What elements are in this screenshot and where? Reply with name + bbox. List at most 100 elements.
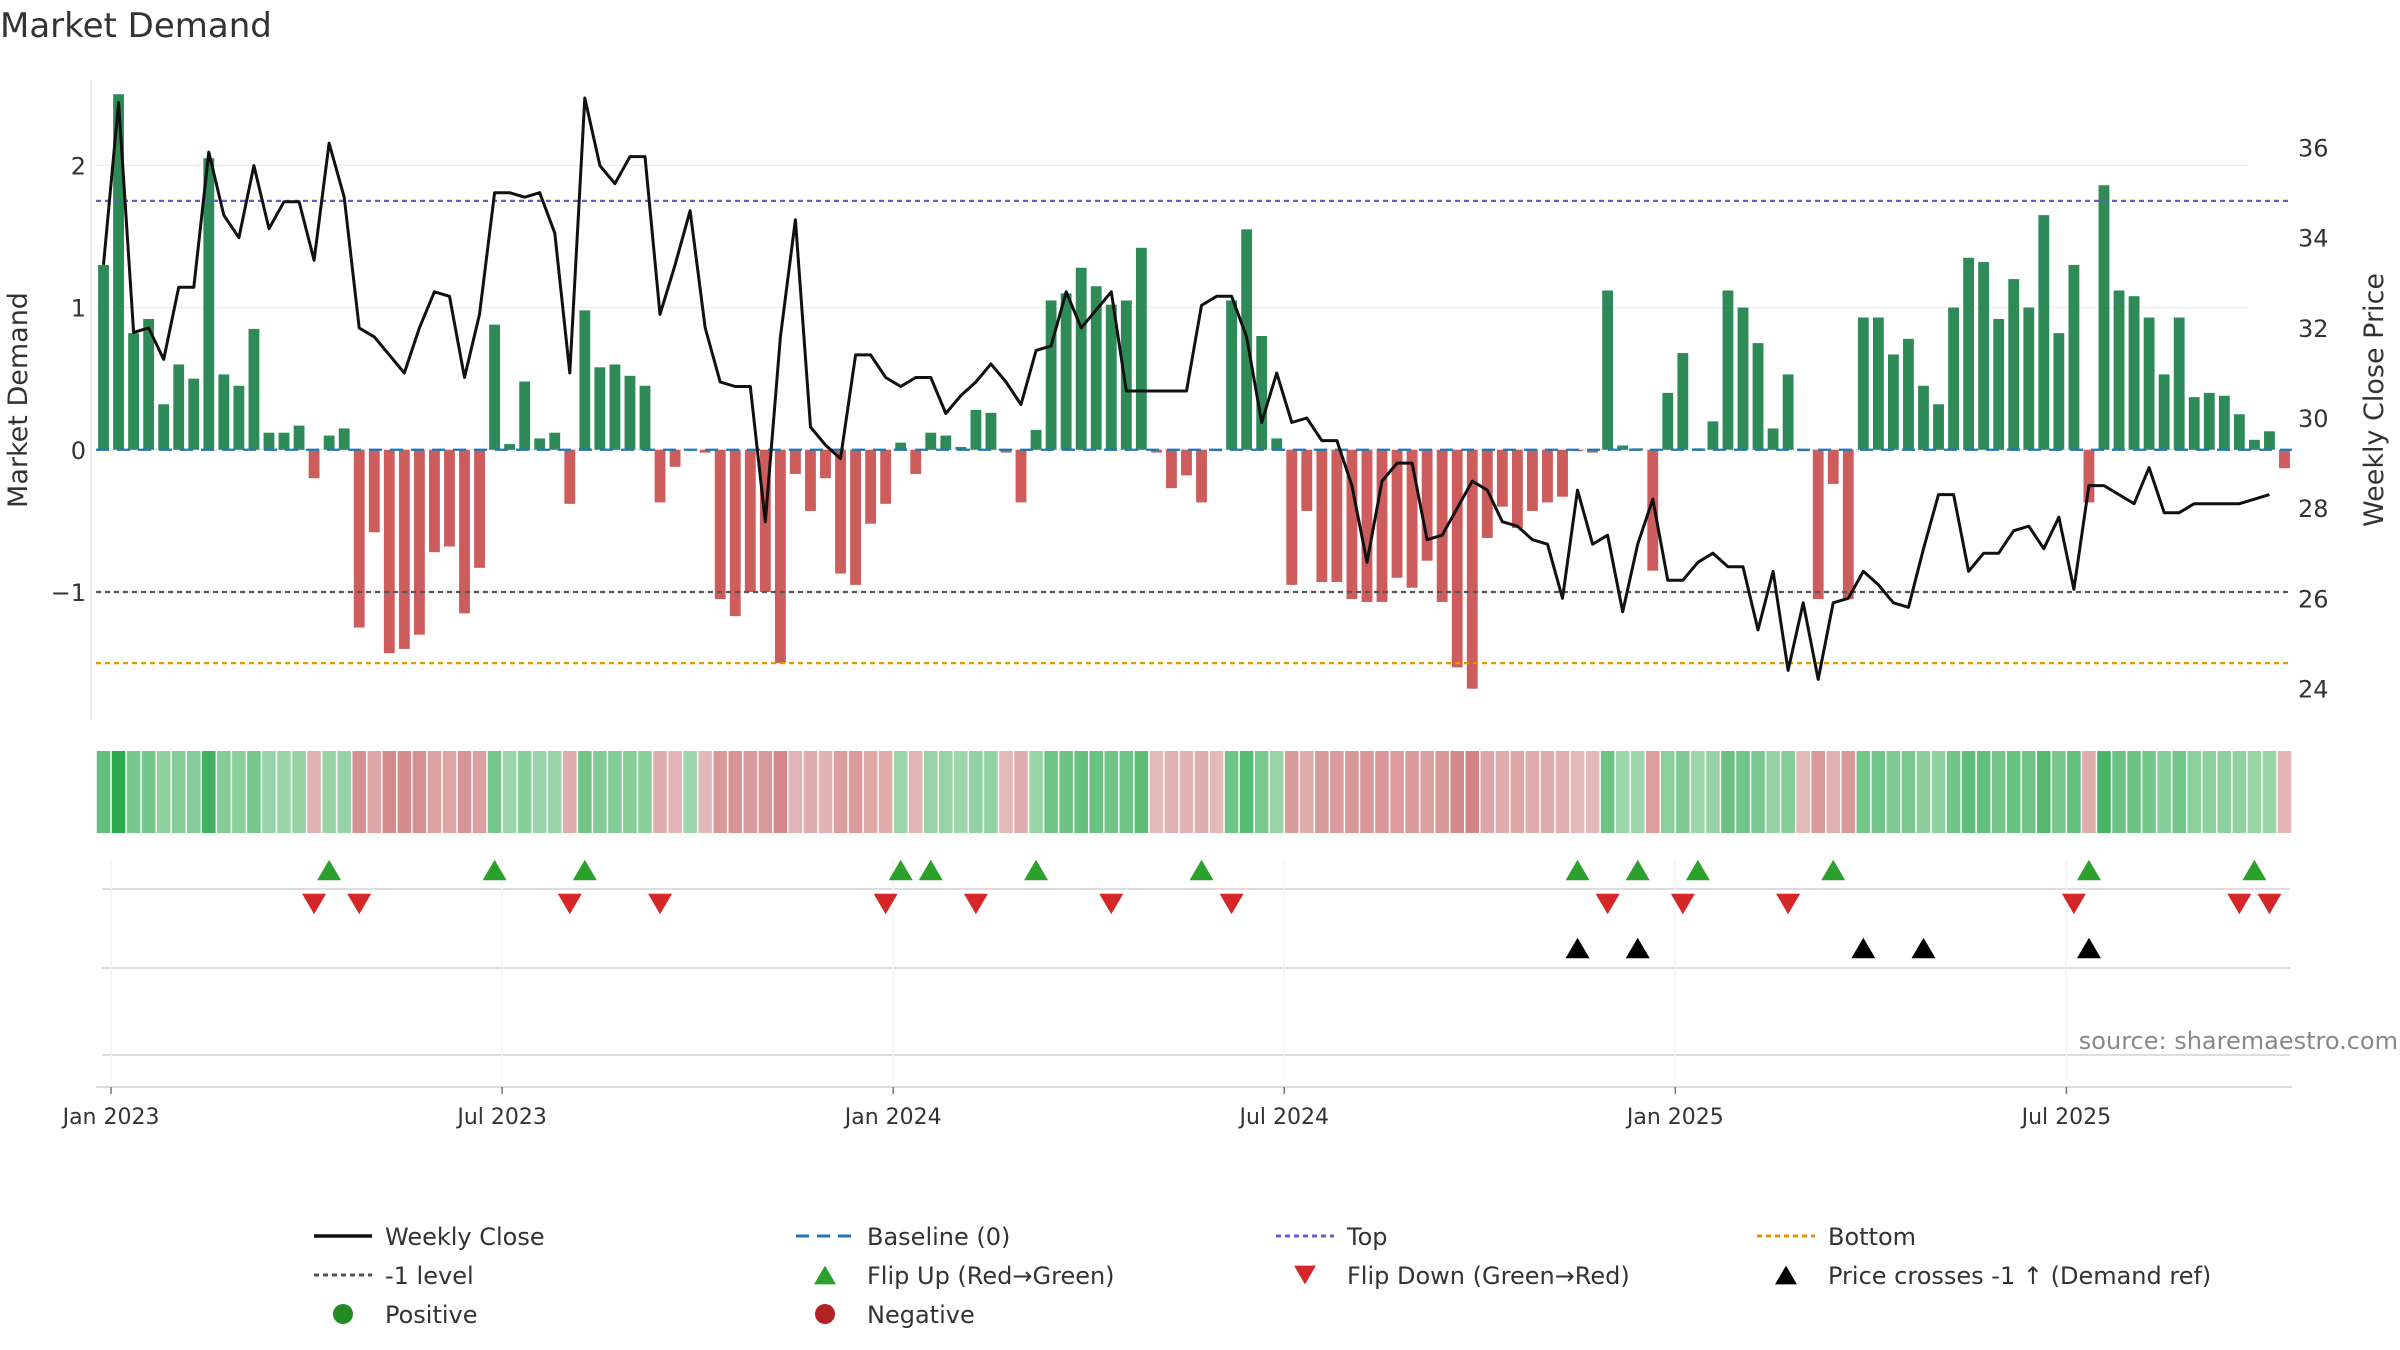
demand-bar-positive — [519, 381, 531, 450]
demand-bar-negative — [1286, 449, 1298, 585]
heat-strip-cell — [668, 751, 682, 833]
demand-bar-positive — [1662, 392, 1674, 450]
demand-bar-positive — [955, 446, 967, 450]
flip-up-marker — [918, 859, 943, 881]
heat-strip-cell — [1330, 751, 1344, 833]
demand-bar-positive — [2218, 395, 2230, 450]
demand-bar-positive — [188, 378, 200, 450]
heat-strip-cell — [2006, 751, 2021, 833]
demand-bar-negative — [429, 449, 440, 553]
demand-bar-negative — [2083, 449, 2095, 503]
legend-positive-label: Positive — [385, 1301, 478, 1329]
heat-strip-cell — [2202, 751, 2217, 833]
heat-strip-cell — [2277, 751, 2292, 833]
heat-strip-cell — [1615, 751, 1630, 833]
demand-bar-negative — [1481, 449, 1493, 538]
flip-up-marker — [1565, 859, 1590, 881]
demand-bar-negative — [835, 449, 846, 574]
demand-bar-negative — [459, 449, 470, 614]
demand-bar-negative — [1496, 449, 1508, 507]
heat-strip-cell — [1961, 751, 1976, 833]
heat-strip-cell — [1585, 751, 1600, 833]
demand-bar-negative — [1527, 449, 1538, 511]
demand-bar-positive — [2053, 333, 2065, 450]
heat-strip-cell — [593, 751, 607, 833]
demand-bar-positive — [278, 432, 290, 450]
demand-bar-positive — [2113, 290, 2125, 450]
demand-bar-positive — [143, 318, 155, 450]
heat-strip-cell — [292, 751, 306, 833]
demand-bar-negative — [383, 449, 395, 654]
demand-bar-positive — [1226, 300, 1238, 450]
demand-bar-negative — [1421, 449, 1433, 561]
heat-strip-cell — [2142, 751, 2156, 833]
demand-bar-positive — [1933, 404, 1944, 450]
heat-strip-cell — [1044, 751, 1058, 833]
heat-strip-cell — [2082, 751, 2096, 833]
demand-bar-positive — [1767, 428, 1779, 450]
heat-strip-cell — [1089, 751, 1104, 833]
demand-bar-positive — [489, 324, 501, 450]
heat-strip-cell — [427, 751, 442, 833]
heat-strip-cell — [653, 751, 667, 833]
flip-down-marker — [1670, 893, 1695, 915]
demand-bar-negative — [1812, 449, 1824, 600]
heat-strip-cell — [1435, 751, 1449, 833]
heat-strip-cell — [2172, 751, 2186, 833]
heat-strip-cell — [1495, 751, 1510, 833]
demand-bar-positive — [1872, 317, 1884, 450]
heat-strip-cell — [247, 751, 261, 833]
demand-bar-positive — [1918, 385, 1929, 450]
demand-bar-negative — [774, 449, 786, 664]
plot-area: 2 1 0 −1 24 26 28 30 32 34 36 Jan 2023 Jul 2023 Jan 2… — [51, 80, 2329, 1329]
demand-bar-negative — [2279, 449, 2290, 469]
heat-strip-cell — [2157, 751, 2171, 833]
x-tick-label: Jan 2025 — [1625, 1105, 1724, 1130]
demand-bar-positive — [2008, 279, 2020, 450]
right-tick-label: 24 — [2298, 675, 2329, 703]
demand-bar-positive — [113, 94, 124, 450]
demand-bar-negative — [865, 449, 877, 524]
heat-strip-cell — [126, 751, 141, 833]
legend-baseline-label: Baseline (0) — [867, 1223, 1010, 1251]
demand-bar-negative — [1316, 449, 1328, 583]
demand-bar-negative — [1827, 449, 1839, 484]
demand-bar-positive — [1060, 293, 1072, 450]
demand-bar-negative — [474, 449, 485, 568]
demand-bar-positive — [263, 432, 275, 450]
heat-strip-cell — [1194, 751, 1209, 833]
heat-strip-cell — [1946, 751, 1961, 833]
flip-down-marker — [1595, 893, 1620, 915]
heat-strip-cell — [111, 751, 126, 833]
demand-bar-positive — [203, 158, 215, 450]
left-tick-label: 2 — [71, 152, 86, 180]
heat-strip-cell — [156, 751, 171, 833]
demand-bar-positive — [1617, 445, 1629, 450]
heat-strip-cell — [984, 751, 998, 833]
heat-strip-cell — [367, 751, 382, 833]
flip-up-marker — [317, 859, 342, 881]
heat-strip-cell — [382, 751, 397, 833]
legend-minus-one-level-label: -1 level — [385, 1262, 474, 1290]
heat-strip-cell — [217, 751, 231, 833]
price-cross-marker — [1911, 937, 1936, 959]
demand-bar-negative — [744, 449, 756, 592]
demand-bar-negative — [1587, 449, 1599, 453]
legend-flip-up-label: Flip Up (Red→Green) — [867, 1262, 1115, 1290]
demand-bar-negative — [1196, 449, 1207, 503]
demand-bar-positive — [1271, 438, 1283, 450]
x-tick-label: Jul 2023 — [455, 1105, 547, 1130]
demand-bar-positive — [2158, 374, 2170, 450]
heat-strip-cell — [1525, 751, 1540, 833]
demand-bar-positive — [985, 412, 997, 450]
demand-bar-positive — [2143, 317, 2155, 450]
heat-strip-cell — [307, 751, 321, 833]
demand-bar-negative — [699, 449, 711, 453]
heat-strip-cell — [457, 751, 472, 833]
demand-bar-positive — [1135, 247, 1147, 450]
right-tick-label: 26 — [2298, 585, 2329, 613]
heat-strip-cell — [2232, 751, 2247, 833]
demand-bar-negative — [1361, 449, 1373, 602]
legend-price-cross-swatch — [1775, 1265, 1797, 1285]
demand-bar-positive — [2098, 185, 2110, 450]
